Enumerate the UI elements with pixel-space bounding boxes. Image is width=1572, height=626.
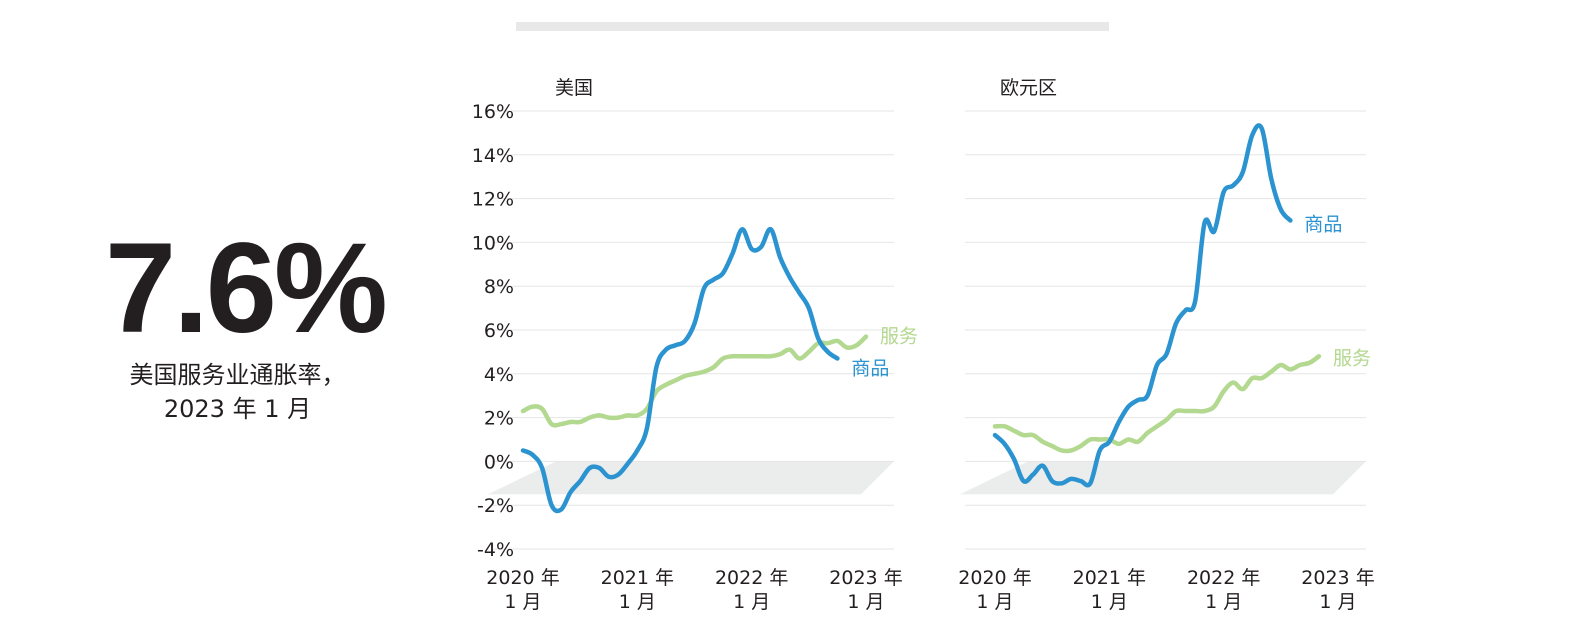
goods-line [992, 123, 1293, 488]
y-tick-label: 0% [484, 451, 514, 473]
x-tick-label: 2021 年 [1073, 567, 1146, 589]
y-tick-label: 16% [472, 101, 514, 123]
top-bar [516, 22, 1109, 31]
goods-series-label: 商品 [1304, 214, 1342, 236]
y-tick-label: 12% [472, 189, 514, 211]
x-tick-label: 1 月 [733, 591, 770, 613]
y-tick-label: 14% [472, 145, 514, 167]
headline-caption-line2: 2023 年 1 月 [163, 395, 312, 423]
y-tick-label: 10% [472, 232, 514, 254]
x-tick-label: 2021 年 [601, 567, 674, 589]
y-tick-label: 4% [484, 364, 514, 386]
panel-title: 欧元区 [1000, 77, 1057, 99]
x-tick-label: 2022 年 [715, 567, 788, 589]
x-tick-label: 1 月 [847, 591, 884, 613]
x-tick-label: 2022 年 [1187, 567, 1260, 589]
x-tick-label: 2023 年 [1301, 567, 1374, 589]
x-tick-label: 1 月 [1319, 591, 1356, 613]
x-tick-label: 1 月 [1091, 591, 1128, 613]
x-tick-label: 2023 年 [829, 567, 902, 589]
goods-series-label: 商品 [851, 357, 889, 379]
x-tick-label: 1 月 [504, 591, 541, 613]
services-series-label: 服务 [880, 326, 918, 348]
services-series-label: 服务 [1333, 347, 1371, 369]
x-tick-label: 2020 年 [958, 567, 1031, 589]
headline-caption-line1: 美国服务业通胀率， [129, 361, 346, 389]
y-tick-label: -2% [477, 495, 514, 517]
y-tick-label: 2% [484, 408, 514, 430]
x-tick-label: 1 月 [1205, 591, 1242, 613]
y-tick-label: -4% [477, 539, 514, 561]
services-line [992, 354, 1322, 454]
y-tick-label: 8% [484, 276, 514, 298]
x-tick-label: 1 月 [619, 591, 656, 613]
goods-line [520, 227, 840, 514]
x-tick-label: 1 月 [976, 591, 1013, 613]
services-line [520, 334, 869, 428]
headline-value: 7.6% [105, 217, 388, 360]
headline-caption: 美国服务业通胀率， 2023 年 1 月 [110, 358, 365, 426]
negative-band [960, 461, 1366, 495]
x-tick-label: 2020 年 [486, 567, 559, 589]
panel-title: 美国 [555, 77, 593, 99]
y-tick-label: 6% [484, 320, 514, 342]
